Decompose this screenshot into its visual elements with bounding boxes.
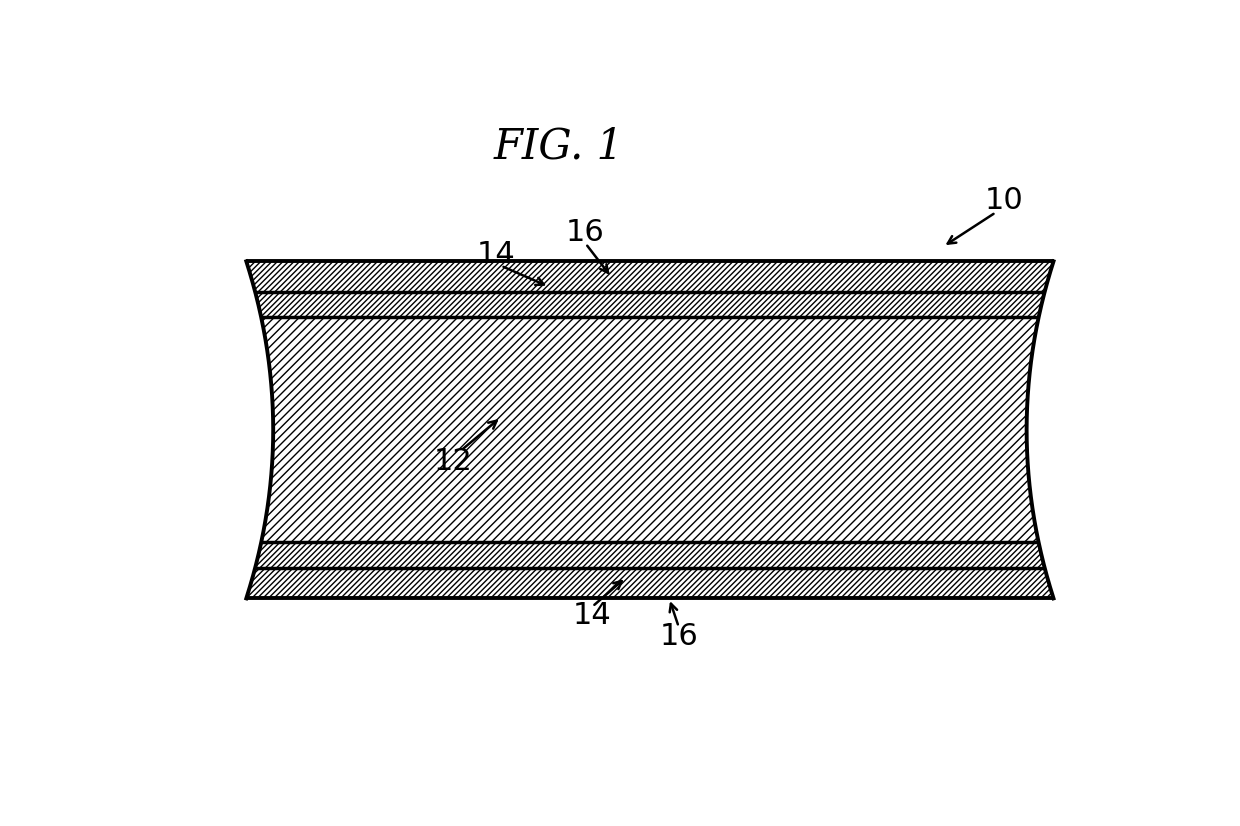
Text: 14: 14 bbox=[573, 601, 611, 630]
Text: 16: 16 bbox=[660, 622, 698, 651]
Text: 10: 10 bbox=[985, 187, 1023, 216]
Text: 14: 14 bbox=[476, 240, 516, 269]
Polygon shape bbox=[262, 317, 1039, 543]
Polygon shape bbox=[255, 292, 1044, 317]
Text: 12: 12 bbox=[434, 447, 472, 476]
Polygon shape bbox=[255, 543, 1044, 567]
Polygon shape bbox=[247, 567, 1054, 598]
Text: FIG. 1: FIG. 1 bbox=[494, 126, 624, 168]
Text: 16: 16 bbox=[567, 218, 605, 247]
Polygon shape bbox=[247, 261, 1054, 292]
